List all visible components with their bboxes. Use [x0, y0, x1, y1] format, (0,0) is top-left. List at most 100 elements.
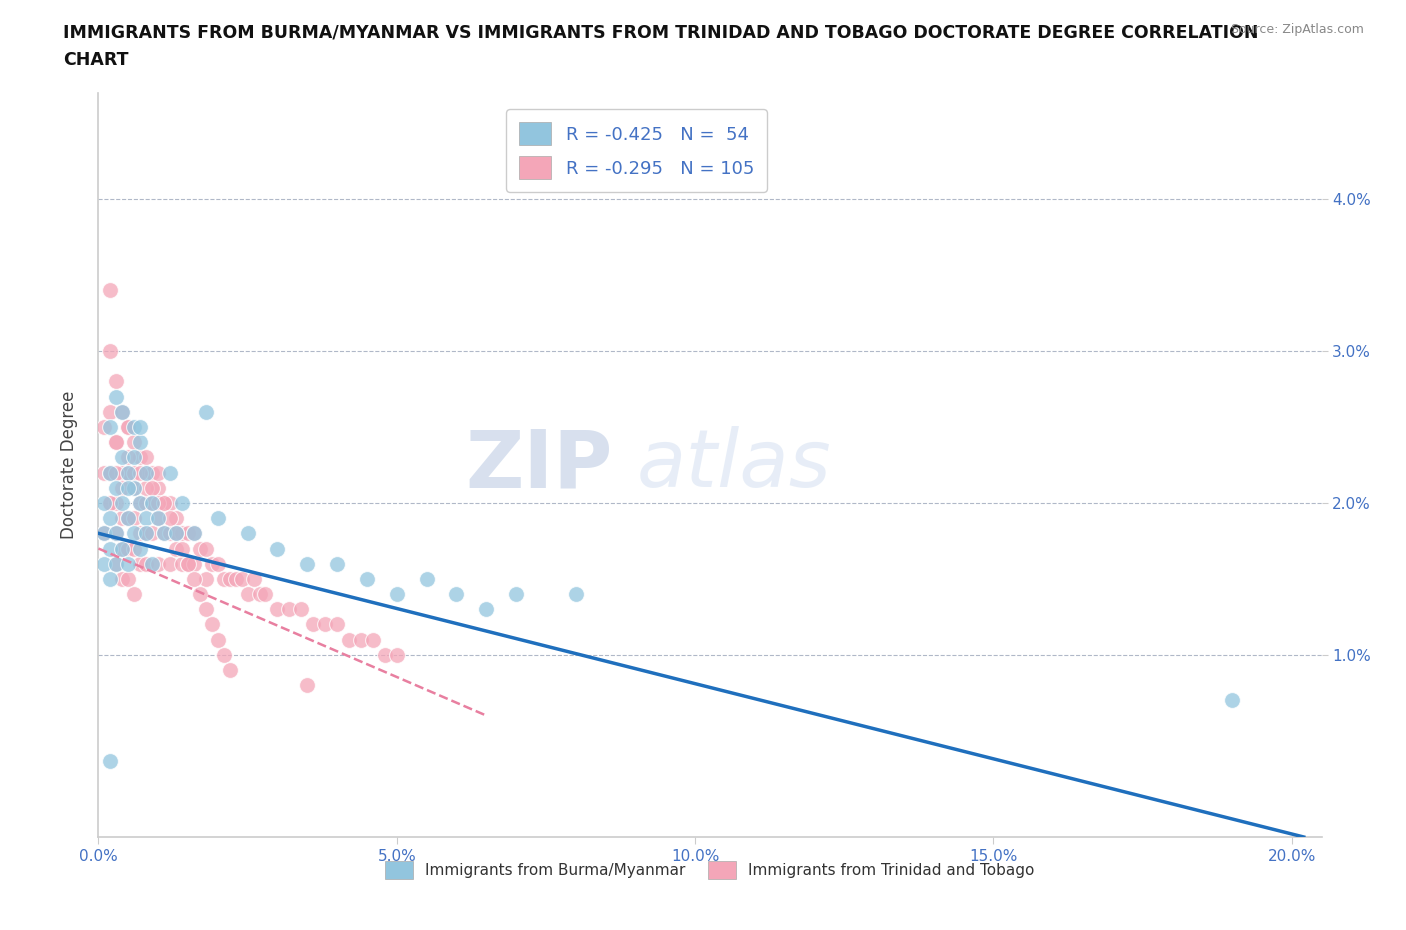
- Point: [111, 571, 134, 586]
- Point: [415, 571, 437, 586]
- Text: ZIP: ZIP: [465, 426, 612, 504]
- Point: [170, 525, 193, 540]
- Point: [98, 465, 121, 480]
- Point: [337, 632, 360, 647]
- Point: [146, 480, 169, 495]
- Point: [183, 556, 205, 571]
- Point: [117, 541, 139, 556]
- Point: [117, 419, 139, 434]
- Point: [98, 405, 121, 419]
- Point: [153, 496, 176, 511]
- Point: [153, 525, 176, 540]
- Text: Source: ZipAtlas.com: Source: ZipAtlas.com: [1230, 23, 1364, 36]
- Point: [356, 571, 378, 586]
- Point: [146, 511, 169, 525]
- Point: [98, 283, 121, 298]
- Point: [326, 556, 349, 571]
- Point: [159, 465, 181, 480]
- Point: [105, 435, 128, 450]
- Point: [105, 465, 128, 480]
- Point: [207, 632, 229, 647]
- Point: [129, 419, 152, 434]
- Point: [93, 496, 115, 511]
- Point: [117, 450, 139, 465]
- Point: [129, 496, 152, 511]
- Point: [105, 435, 128, 450]
- Point: [122, 541, 145, 556]
- Point: [111, 511, 134, 525]
- Point: [302, 617, 325, 631]
- Point: [111, 496, 134, 511]
- Point: [201, 617, 224, 631]
- Point: [236, 525, 259, 540]
- Point: [170, 496, 193, 511]
- Point: [98, 541, 121, 556]
- Point: [165, 541, 187, 556]
- Point: [98, 419, 121, 434]
- Point: [111, 405, 134, 419]
- Point: [98, 511, 121, 525]
- Point: [165, 511, 187, 525]
- Point: [177, 525, 200, 540]
- Point: [122, 480, 145, 495]
- Point: [266, 541, 288, 556]
- Point: [194, 602, 217, 617]
- Point: [165, 525, 187, 540]
- Point: [135, 511, 157, 525]
- Point: [135, 480, 157, 495]
- Point: [105, 374, 128, 389]
- Point: [153, 496, 176, 511]
- Point: [314, 617, 336, 631]
- Point: [141, 496, 163, 511]
- Point: [159, 556, 181, 571]
- Point: [129, 525, 152, 540]
- Point: [117, 419, 139, 434]
- Point: [122, 419, 145, 434]
- Point: [266, 602, 288, 617]
- Point: [122, 480, 145, 495]
- Point: [183, 525, 205, 540]
- Point: [446, 587, 468, 602]
- Point: [231, 571, 253, 586]
- Point: [165, 525, 187, 540]
- Point: [93, 465, 115, 480]
- Point: [212, 647, 235, 662]
- Point: [129, 541, 152, 556]
- Point: [159, 525, 181, 540]
- Point: [105, 525, 128, 540]
- Point: [98, 496, 121, 511]
- Point: [177, 556, 200, 571]
- Point: [117, 511, 139, 525]
- Point: [146, 496, 169, 511]
- Point: [159, 496, 181, 511]
- Point: [111, 541, 134, 556]
- Point: [505, 587, 527, 602]
- Point: [385, 647, 408, 662]
- Legend: Immigrants from Burma/Myanmar, Immigrants from Trinidad and Tobago: Immigrants from Burma/Myanmar, Immigrant…: [380, 856, 1040, 885]
- Point: [188, 541, 211, 556]
- Point: [135, 556, 157, 571]
- Point: [122, 465, 145, 480]
- Point: [385, 587, 408, 602]
- Point: [111, 480, 134, 495]
- Point: [170, 556, 193, 571]
- Point: [122, 435, 145, 450]
- Point: [183, 525, 205, 540]
- Point: [374, 647, 396, 662]
- Point: [361, 632, 384, 647]
- Point: [141, 496, 163, 511]
- Point: [297, 678, 319, 693]
- Point: [129, 496, 152, 511]
- Point: [290, 602, 312, 617]
- Point: [111, 465, 134, 480]
- Point: [93, 525, 115, 540]
- Point: [122, 511, 145, 525]
- Point: [141, 556, 163, 571]
- Point: [212, 571, 235, 586]
- Point: [135, 525, 157, 540]
- Point: [146, 465, 169, 480]
- Point: [135, 496, 157, 511]
- Point: [1220, 693, 1243, 708]
- Point: [141, 525, 163, 540]
- Point: [129, 556, 152, 571]
